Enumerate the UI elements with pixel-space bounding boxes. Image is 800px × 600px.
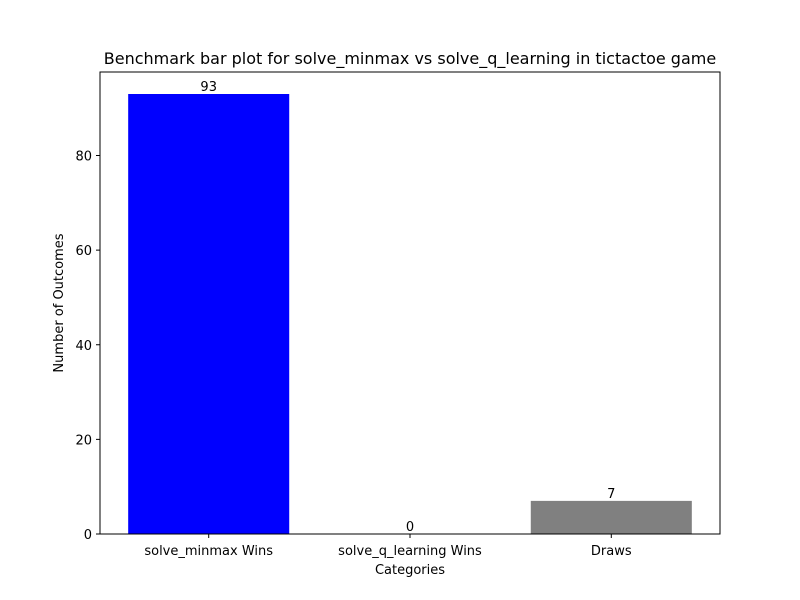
- x-tick-label-solve-minmax-wins: solve_minmax Wins: [144, 544, 273, 559]
- y-tick-label-60: 60: [75, 244, 92, 259]
- y-tick-label-0: 0: [84, 528, 92, 543]
- y-tick-label-20: 20: [75, 433, 92, 448]
- bar-value-label-solve-minmax-wins: 93: [200, 80, 217, 95]
- bar-solve-minmax-wins: [128, 94, 290, 534]
- y-axis-label: Number of Outcomes: [52, 233, 67, 372]
- chart-title: Benchmark bar plot for solve_minmax vs s…: [104, 49, 716, 69]
- x-tick-label-draws: Draws: [591, 544, 632, 559]
- x-axis: solve_minmax Wins solve_q_learning Wins Dr…: [144, 534, 632, 559]
- bar-value-label-solve-q-learning-wins: 0: [406, 520, 414, 535]
- y-tick-label-80: 80: [75, 150, 92, 165]
- y-tick-label-40: 40: [75, 339, 92, 354]
- bar-labels-group: 93 0 7: [200, 80, 615, 535]
- bar-value-label-draws: 7: [607, 487, 615, 502]
- x-axis-label: Categories: [375, 563, 445, 578]
- bars-group: [128, 94, 692, 534]
- y-axis: 0 20 40 60 80: [75, 150, 100, 543]
- x-tick-label-solve-q-learning-wins: solve_q_learning Wins: [338, 544, 482, 559]
- bar-draws: [530, 500, 692, 534]
- plot-frame: [99, 71, 721, 535]
